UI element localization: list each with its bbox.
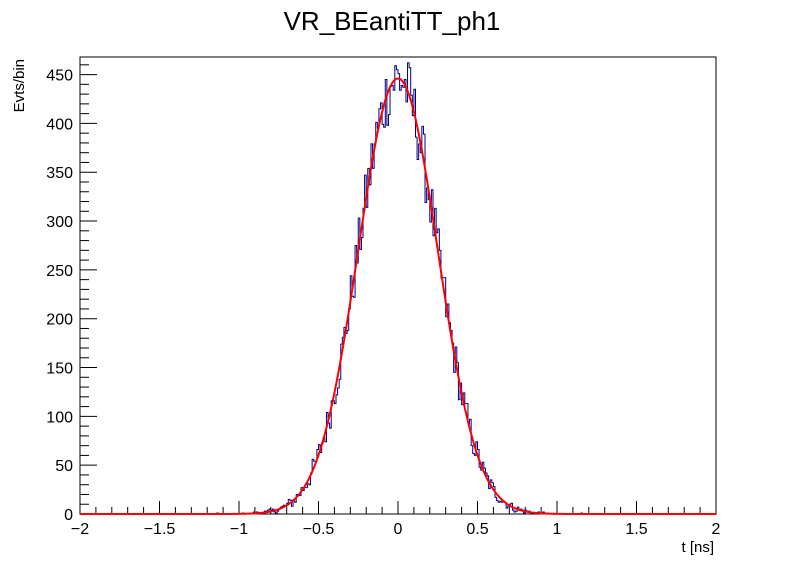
chart-title: VR_BEantiTT_ph1 [284,6,501,36]
x-tick-label: 2 [712,521,721,538]
y-tick-label: 300 [46,214,73,231]
fit-curve-layer [80,77,716,515]
fit-curve [80,77,716,515]
y-tick-label: 150 [46,361,73,378]
x-tick-label: 0 [394,521,403,538]
x-tick-label: 1 [553,521,562,538]
y-tick-label: 250 [46,263,73,280]
y-tick-label: 100 [46,409,73,426]
x-tick-label: −1 [230,521,248,538]
histogram-layer [80,62,716,515]
x-tick-label: 1.5 [625,521,647,538]
y-tick-label: 200 [46,312,73,329]
y-axis: 0 50 100 150 200 250 300 350 400 450 [46,64,97,524]
histogram-series [80,62,716,515]
x-tick-label: −0.5 [303,521,335,538]
x-tick-label: −1.5 [144,521,176,538]
y-tick-label: 0 [64,507,73,524]
y-tick-label: 400 [46,116,73,133]
x-tick-label: −2 [71,521,89,538]
plot-frame [79,56,717,515]
y-tick-label: 450 [46,68,73,85]
y-axis-label: Evts/bin [11,59,28,112]
y-tick-label: 350 [46,165,73,182]
y-tick-label: 50 [55,458,73,475]
x-tick-label: 0.5 [466,521,488,538]
x-axis: −2 −1.5 −1 −0.5 0 0.5 1 1.5 2 [71,501,721,538]
x-axis-label: t [ns] [681,539,714,556]
